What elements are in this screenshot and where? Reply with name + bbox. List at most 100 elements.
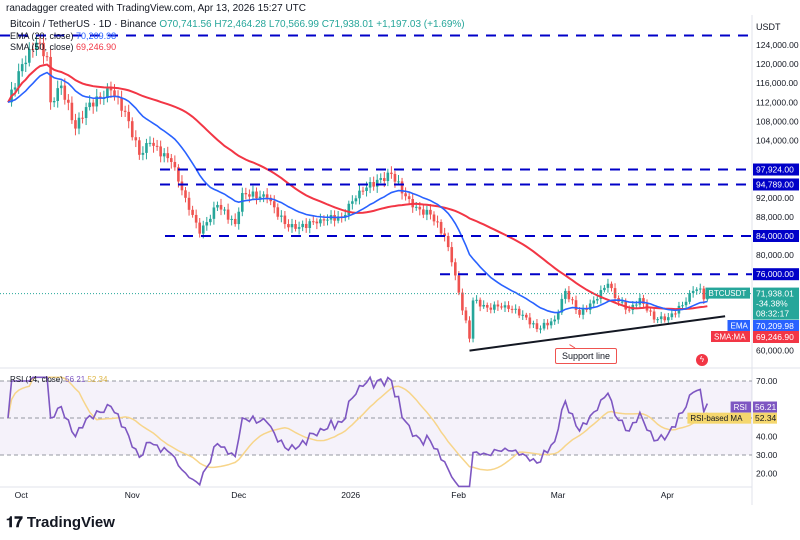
candle (59, 80, 63, 95)
candle-body (59, 85, 63, 89)
candle-body (592, 300, 596, 304)
candle-body (326, 219, 329, 221)
sma-name-tag (711, 331, 750, 342)
candle-body (77, 117, 81, 129)
candle (546, 319, 549, 330)
candle-body (226, 209, 230, 220)
candle (255, 187, 258, 205)
candle-body (230, 218, 233, 220)
time-tick-label: Apr (661, 490, 674, 500)
candle-body (464, 310, 468, 321)
candle-body (581, 308, 585, 315)
candle (315, 218, 319, 230)
candle (439, 219, 443, 237)
candle-body (219, 204, 223, 210)
candle-body (539, 328, 542, 330)
candle-body (400, 181, 404, 194)
candle (20, 58, 24, 77)
candle (109, 81, 113, 99)
candle-body (191, 209, 194, 215)
candle-body (166, 153, 170, 159)
candle-body (500, 306, 503, 308)
candle (500, 302, 503, 310)
price-tick-label: 112,000.00 (756, 97, 798, 107)
candle (258, 190, 262, 203)
candle (145, 138, 148, 160)
price-tick-label: 92,000.00 (756, 193, 794, 203)
candle-body (404, 193, 407, 197)
ema-legend[interactable]: EMA (20, close) 70,209.98 (10, 31, 116, 41)
support-line-label[interactable]: Support line (555, 348, 618, 364)
candle (702, 285, 706, 304)
rsi-ma-value-tag-text: 52.34 (755, 413, 777, 423)
candle-body (99, 96, 102, 98)
candle (216, 201, 219, 211)
rsi-legend[interactable]: RSI (14, close) 56.21 52.34 (10, 375, 107, 384)
last-price-price-tag (753, 287, 799, 320)
candle (134, 130, 138, 148)
candle (244, 187, 248, 200)
candle-body (688, 293, 691, 302)
candle (528, 313, 532, 329)
candle-body (255, 191, 258, 199)
tradingview-logo[interactable]: 𝟏𝟕 TradingView (6, 514, 115, 531)
candle-body (546, 322, 549, 326)
candle (539, 325, 542, 334)
candle (404, 187, 407, 201)
candle (283, 210, 287, 229)
candle-body (698, 288, 702, 290)
sma-price-tag (753, 331, 799, 343)
candle (308, 218, 312, 234)
candle-body (635, 304, 638, 306)
last-price-price-tag-text: 08:32:17 (756, 309, 789, 319)
ema-price-tag (753, 320, 799, 332)
change-value: +1,197.03 (+1.69%) (376, 19, 465, 30)
candle-body (702, 288, 706, 300)
candle-body (283, 215, 287, 225)
candle-body (489, 307, 493, 310)
candle (351, 195, 354, 210)
last-price-name-tag-text: BTCUSDT (709, 289, 747, 298)
candle (127, 104, 130, 129)
candle-body (379, 178, 383, 180)
candle (684, 297, 688, 310)
candle-body (432, 214, 436, 222)
candle-body (141, 152, 145, 155)
candle-body (248, 194, 251, 197)
candle-body (187, 197, 191, 210)
candle (688, 290, 691, 305)
candle-body (201, 225, 205, 234)
candle-body (578, 309, 581, 315)
candle (297, 221, 301, 235)
candle (354, 195, 358, 205)
candle-body (652, 311, 656, 320)
candle-body (173, 161, 177, 168)
candle (588, 299, 592, 315)
lightning-event-icon[interactable]: ϟ (696, 354, 708, 366)
candle-body (212, 207, 216, 219)
candle-body (365, 187, 368, 191)
candle (49, 48, 52, 110)
rsi-legend-label: RSI (14, close) (10, 375, 63, 384)
candle (67, 94, 70, 111)
candle-body (354, 198, 358, 202)
close-value: C71,938.01 (321, 19, 374, 30)
candle-body (297, 227, 301, 229)
price-tick-label: 60,000.00 (756, 346, 794, 356)
candle (432, 211, 436, 226)
candle-body (304, 223, 308, 229)
candle-body (482, 304, 485, 307)
rsi-ma-name-tag-text: RSI-based MA (690, 414, 743, 423)
candle-body (70, 102, 74, 121)
candle-body (343, 214, 347, 217)
candle-body (74, 120, 77, 129)
candle (379, 173, 383, 184)
candle-body (542, 322, 546, 329)
sma-legend[interactable]: SMA (50, close) 69,246.90 (10, 42, 116, 52)
candle (553, 315, 556, 325)
ema-price-tag-text: 70,209.98 (756, 321, 794, 331)
candle-body (308, 221, 312, 229)
candle-body (521, 314, 525, 316)
